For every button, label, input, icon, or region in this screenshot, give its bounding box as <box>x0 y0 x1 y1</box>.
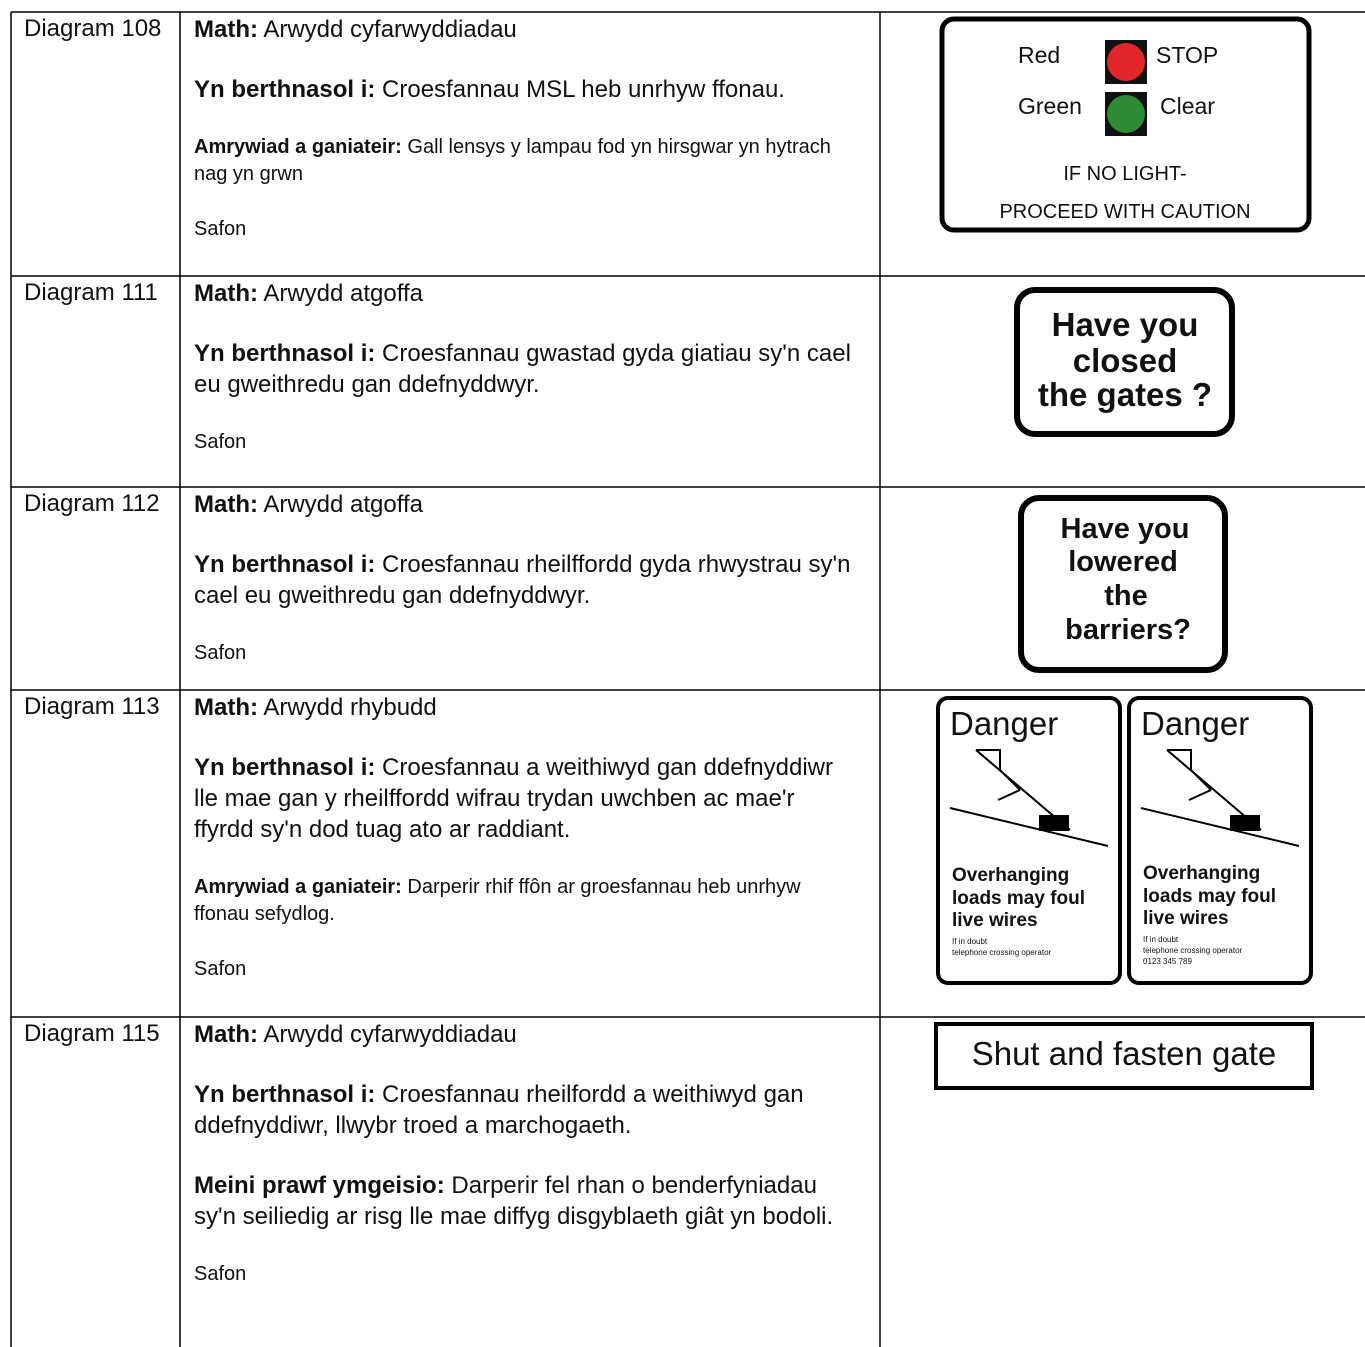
sign-text: Red <box>1018 42 1060 68</box>
sign-111: Have you closed the gates ? <box>1014 287 1235 437</box>
field: Amrywiad a ganiateir: Gall lensys y lamp… <box>194 134 859 188</box>
field-text: Darperir fel rhan o benderfyniadau sy'n … <box>194 1172 834 1230</box>
field-text: Croesfannau a weithiwyd gan ddefnyddiwr … <box>194 754 833 843</box>
sign-text: Green <box>1018 93 1082 119</box>
field-label: Amrywiad a ganiateir: <box>194 876 402 898</box>
field-text: Darperir rhif ffôn ar groesfannau heb un… <box>194 876 801 925</box>
field: Yn berthnasol i: Croesfannau gwastad gyd… <box>194 338 859 400</box>
field-label: Yn berthnasol i: <box>194 551 376 578</box>
field-text: Arwydd rhybudd <box>263 694 437 721</box>
field-text: Arwydd atgoffa <box>263 280 423 307</box>
field: Meini prawf ymgeisio: Darperir fel rhan … <box>194 1170 859 1232</box>
description: Math: Arwydd rhybudd Yn berthnasol i: Cro… <box>194 692 859 1011</box>
field-label: Math: <box>194 1021 258 1048</box>
sign-text: Clear <box>1160 93 1215 119</box>
diagram-label: Diagram 111 <box>24 279 158 306</box>
sign-text: Danger <box>950 705 1058 742</box>
sign-text: telephone crossing operator <box>1143 946 1243 955</box>
field: Amrywiad a ganiateir: Darperir rhif ffôn… <box>194 874 859 928</box>
sign-text: the <box>1104 580 1148 612</box>
sign-108: Red STOP Green Clear IF NO LIGHT- PROCEE… <box>939 16 1312 233</box>
field: Math: Arwydd cyfarwyddiadau <box>194 1019 859 1050</box>
description: Math: Arwydd cyfarwyddiadau Yn berthnasol… <box>194 14 859 271</box>
sign-text: closed <box>1073 342 1178 379</box>
field-label: Math: <box>194 280 258 307</box>
standard: Safon <box>194 958 247 980</box>
field: Yn berthnasol i: Croesfannau rheilfordd … <box>194 1079 859 1141</box>
sign-text: STOP <box>1156 42 1218 68</box>
sign-text: Have you <box>1061 513 1190 545</box>
field-text: Croesfannau rheilffordd gyda rhwystrau s… <box>194 551 851 609</box>
sign-text: barriers? <box>1065 614 1191 646</box>
diagram-label: Diagram 115 <box>24 1020 160 1047</box>
standard: Safon <box>194 431 247 453</box>
diagram-label: Diagram 112 <box>24 490 160 517</box>
sign-text: loads may foul <box>1143 886 1276 907</box>
sign-115: Shut and fasten gate <box>934 1022 1314 1090</box>
field: Math: Arwydd cyfarwyddiadau <box>194 14 859 45</box>
sign-text: Overhanging <box>952 865 1069 886</box>
field: Math: Arwydd atgoffa <box>194 489 859 520</box>
field: Yn berthnasol i: Croesfannau rheilffordd… <box>194 549 859 611</box>
standard: Safon <box>194 218 247 240</box>
sign-text: the gates ? <box>1038 376 1212 413</box>
field: Yn berthnasol i: Croesfannau MSL heb unr… <box>194 74 859 105</box>
field-label: Math: <box>194 16 258 43</box>
field-text: Arwydd cyfarwyddiadau <box>263 1021 517 1048</box>
field: Math: Arwydd rhybudd <box>194 692 859 723</box>
field-label: Math: <box>194 694 258 721</box>
sign-112: Have you lowered the barriers? <box>1018 495 1228 673</box>
standard: Safon <box>194 642 247 664</box>
field-text: Croesfannau MSL heb unrhyw ffonau. <box>382 76 785 103</box>
sign-text: If in doubt <box>1143 935 1179 944</box>
sign-text: PROCEED WITH CAUTION <box>999 201 1250 223</box>
sign-text: telephone crossing operator <box>952 948 1052 957</box>
sign-text: Have you <box>1052 306 1199 343</box>
field-text: Croesfannau rheilfordd a weithiwyd gan d… <box>194 1081 804 1139</box>
standard: Safon <box>194 1263 247 1285</box>
sign-text: 0123 345 789 <box>1143 957 1192 966</box>
description: Math: Arwydd atgoffa Yn berthnasol i: Cro… <box>194 278 859 484</box>
sign-text: IF NO LIGHT- <box>1063 163 1186 185</box>
field-label: Yn berthnasol i: <box>194 340 376 367</box>
field-text: Gall lensys y lampau fod yn hirsgwar yn … <box>194 136 831 185</box>
description: Math: Arwydd cyfarwyddiadau Yn berthnasol… <box>194 1019 859 1316</box>
field: Yn berthnasol i: Croesfannau a weithiwyd… <box>194 752 859 845</box>
field-label: Yn berthnasol i: <box>194 1081 376 1108</box>
field-label: Yn berthnasol i: <box>194 754 376 781</box>
sign-text: live wires <box>1143 908 1229 929</box>
sign-text: loads may foul <box>952 888 1085 909</box>
field-text: Croesfannau gwastad gyda giatiau sy'n ca… <box>194 340 851 398</box>
field-label: Amrywiad a ganiateir: <box>194 136 402 158</box>
field: Math: Arwydd atgoffa <box>194 278 859 309</box>
field-label: Yn berthnasol i: <box>194 76 376 103</box>
description: Math: Arwydd atgoffa Yn berthnasol i: Cro… <box>194 489 859 695</box>
sign-text: lowered <box>1068 546 1178 578</box>
field-label: Meini prawf ymgeisio: <box>194 1172 445 1199</box>
sign-text: Danger <box>1141 705 1249 742</box>
sign-text: live wires <box>952 910 1038 931</box>
diagram-label: Diagram 108 <box>24 15 162 42</box>
sign-text: If in doubt <box>952 937 988 946</box>
table-borders <box>10 11 1365 1347</box>
diagram-label: Diagram 113 <box>24 693 160 720</box>
sign-text: Overhanging <box>1143 863 1260 884</box>
field-label: Math: <box>194 491 258 518</box>
sign-text: Shut and fasten gate <box>972 1035 1277 1072</box>
sign-113: Danger Overhanging loads may foul live w… <box>936 696 1313 985</box>
field-text: Arwydd cyfarwyddiadau <box>263 16 517 43</box>
field-text: Arwydd atgoffa <box>263 491 423 518</box>
